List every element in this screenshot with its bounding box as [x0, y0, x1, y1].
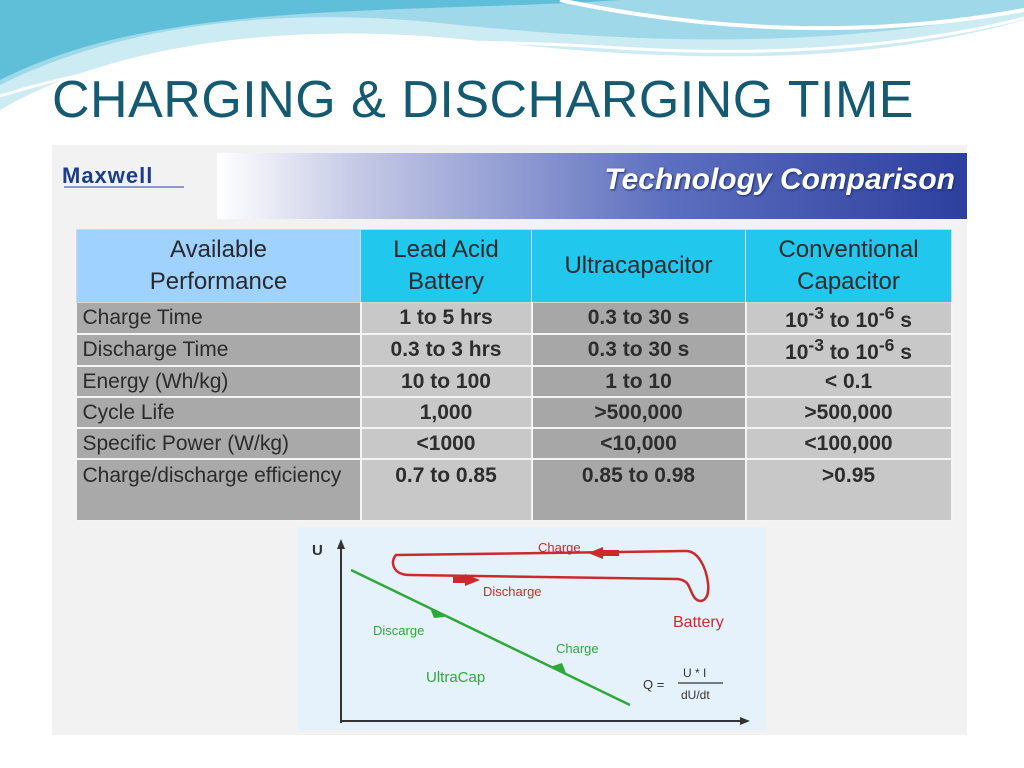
row-label: Cycle Life: [76, 397, 362, 429]
conventional-capacitor-value: 10-3 to 10-6 s: [745, 302, 953, 335]
ultracap-label: UltraCap: [426, 669, 485, 686]
ultracap-charge-label: Charge: [556, 641, 599, 656]
battery-curve: [391, 549, 710, 603]
column-header-ultracapacitor: Ultracapacitor: [531, 229, 746, 303]
column-header-available-performance: Available Performance: [76, 229, 361, 303]
conventional-capacitor-value: < 0.1: [745, 366, 953, 398]
row-label: Charge/discharge efficiency: [76, 459, 362, 522]
table-row: Energy (Wh/kg) 10 to 100 1 to 10 < 0.1: [76, 366, 953, 398]
column-header-lead-acid-battery: Lead Acid Battery: [360, 229, 532, 303]
conventional-capacitor-value: 10-3 to 10-6 s: [745, 334, 953, 367]
conventional-capacitor-value: <100,000: [745, 428, 953, 460]
formula-numerator: U * I: [683, 666, 706, 680]
ultracapacitor-value: <10,000: [531, 428, 747, 460]
slide-title: CHARGING & DISCHARGING TIME: [52, 71, 914, 129]
battery-charge-label: Charge: [538, 540, 581, 555]
ultracapacitor-value: 1 to 10: [531, 366, 747, 398]
lead-acid-value: 10 to 100: [360, 366, 533, 398]
column-header-conventional-capacitor: Conventional Capacitor: [745, 229, 952, 303]
maxwell-logo: Maxwell: [62, 163, 154, 188]
battery-charge-arrow-tail: [603, 550, 619, 556]
battery-discharge-arrow-tail: [453, 577, 466, 583]
lead-acid-value: 0.3 to 3 hrs: [360, 334, 533, 367]
y-axis-label: U: [312, 542, 323, 559]
lead-acid-value: 1 to 5 hrs: [360, 302, 533, 335]
ultracap-discharge-arrow-icon: [430, 608, 445, 618]
ultracapacitor-value: 0.3 to 30 s: [531, 334, 747, 367]
conventional-capacitor-value: >500,000: [745, 397, 953, 429]
formula-denominator: dU/dt: [681, 688, 710, 702]
lead-acid-value: 1,000: [360, 397, 533, 429]
ultracapacitor-value: >500,000: [531, 397, 747, 429]
y-axis-arrow-icon: [337, 539, 345, 549]
ultracap-discharge-label: Discarge: [373, 623, 424, 638]
ultracapacitor-value: 0.85 to 0.98: [531, 459, 747, 522]
banner-title: Technology Comparison: [604, 163, 955, 196]
lead-acid-value: 0.7 to 0.85: [360, 459, 533, 522]
row-label: Discharge Time: [76, 334, 362, 367]
table-row: Charge Time 1 to 5 hrs 0.3 to 30 s 10-3 …: [76, 302, 953, 335]
row-label: Specific Power (W/kg): [76, 428, 362, 460]
technology-comparison-banner: Technology Comparison: [217, 153, 967, 219]
formula-lhs: Q =: [643, 677, 664, 692]
ultracap-line: [350, 568, 631, 707]
lead-acid-value: <1000: [360, 428, 533, 460]
battery-discharge-arrow-icon: [465, 574, 480, 586]
battery-label: Battery: [673, 614, 724, 631]
header-wave-decoration: [0, 0, 1024, 110]
voltage-curves-svg: U Charge Discharge Battery Discarge Char…: [312, 539, 750, 725]
ultracap-charge-arrow-icon: [550, 663, 566, 673]
voltage-charge-diagram: U Charge Discharge Battery Discarge Char…: [298, 527, 766, 730]
conventional-capacitor-value: >0.95: [745, 459, 953, 522]
row-label: Charge Time: [76, 302, 362, 335]
row-label: Energy (Wh/kg): [76, 366, 362, 398]
logo-underline: [64, 186, 184, 188]
table-row: Specific Power (W/kg) <1000 <10,000 <100…: [76, 428, 953, 460]
table-row: Charge/discharge efficiency 0.7 to 0.85 …: [76, 459, 953, 522]
battery-discharge-label: Discharge: [483, 584, 542, 599]
ultracapacitor-value: 0.3 to 30 s: [531, 302, 747, 335]
technology-comparison-table: Available Performance Lead Acid Battery …: [76, 229, 953, 522]
x-axis-arrow-icon: [740, 717, 750, 725]
table-header-row: Available Performance Lead Acid Battery …: [76, 229, 952, 303]
table-row: Cycle Life 1,000 >500,000 >500,000: [76, 397, 953, 429]
table-row: Discharge Time 0.3 to 3 hrs 0.3 to 30 s …: [76, 334, 953, 367]
battery-charge-arrow-icon: [588, 547, 603, 559]
